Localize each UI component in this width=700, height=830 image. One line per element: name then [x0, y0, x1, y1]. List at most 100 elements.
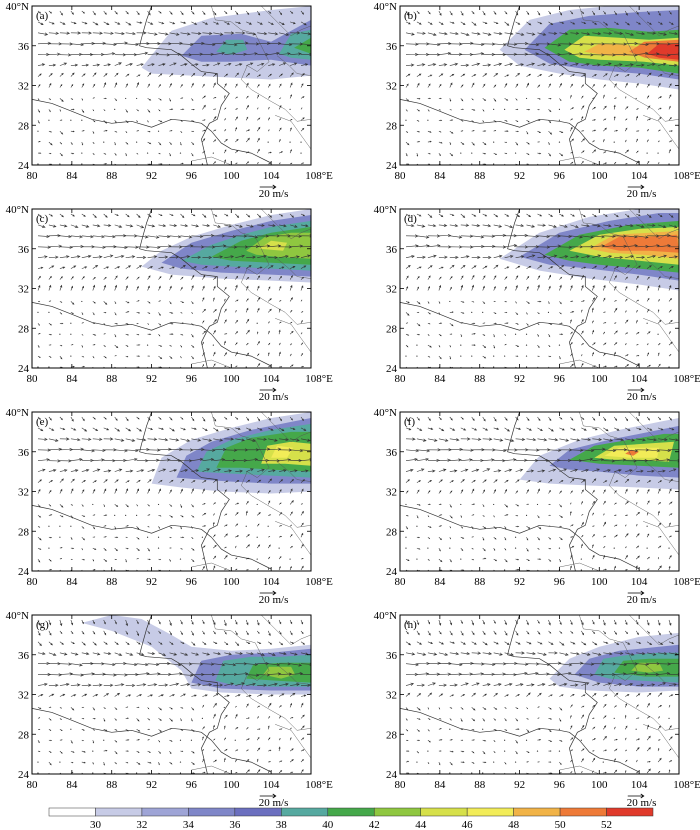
x-tick-label: 96	[186, 576, 198, 588]
x-tick-label: 80	[27, 576, 39, 588]
x-tick-label: 84	[434, 170, 446, 182]
x-tick-label: 104	[631, 576, 648, 588]
reference-vector-arrow	[259, 793, 277, 799]
wind-vectors	[37, 619, 311, 774]
panel-b: 80 84 88 92 96 100 104 108°E 40°N 36 32 28 24 (b) 20 m…	[374, 1, 700, 200]
province-line	[275, 521, 311, 556]
border-line	[139, 412, 230, 571]
panel-label: (g)	[36, 619, 49, 631]
x-tick-label: 104	[263, 373, 280, 385]
province-line	[559, 562, 602, 571]
y-tick-label: 36	[18, 244, 30, 256]
reference-vector-label: 20 m/s	[627, 391, 657, 403]
wind-vectors	[405, 10, 679, 165]
border-line	[400, 708, 640, 773]
x-tick-label: 104	[631, 779, 648, 791]
reference-vector-label: 20 m/s	[259, 797, 289, 809]
x-tick-label: 92	[146, 779, 157, 791]
x-tick-label: 80	[27, 170, 39, 182]
x-tick-label: 96	[554, 373, 566, 385]
reference-vector-label: 20 m/s	[627, 188, 657, 200]
x-tick-label: 80	[395, 779, 407, 791]
wind-vectors	[405, 416, 679, 571]
reference-vector-label: 20 m/s	[627, 594, 657, 606]
x-tick-label: 92	[514, 373, 525, 385]
province-line	[644, 664, 679, 685]
y-tick-label: 32	[386, 81, 397, 93]
colorbar-label: 44	[415, 819, 427, 830]
colorbar-label: 40	[322, 819, 334, 830]
y-tick-label: 32	[18, 81, 29, 93]
x-tick-label: 108°E	[305, 779, 333, 791]
wind-vectors	[405, 213, 679, 368]
colorbar-swatch	[95, 807, 143, 817]
province-line	[191, 562, 234, 571]
province-line	[275, 115, 311, 150]
border-line	[507, 412, 598, 571]
province-line	[559, 765, 602, 774]
province-line	[191, 359, 234, 368]
colorbar-swatch	[559, 807, 607, 817]
province-line	[276, 258, 311, 279]
x-tick-label: 92	[146, 373, 157, 385]
colorbar-swatch	[48, 807, 96, 817]
x-tick-label: 104	[263, 170, 280, 182]
x-tick-label: 80	[27, 373, 39, 385]
province-line	[643, 724, 679, 759]
reference-vector-arrow	[627, 387, 645, 393]
colorbar-label: 36	[229, 819, 241, 830]
colorbar-swatch	[327, 807, 375, 817]
wind-speed-contour	[294, 37, 311, 54]
panels: 80 84 88 92 96 100 104 108°E 40°N 36 32 28 24 (a) 20 m…	[6, 1, 700, 809]
wind-speed-contour	[279, 29, 311, 60]
province-line	[276, 664, 311, 685]
x-tick-label: 108°E	[305, 373, 333, 385]
y-tick-label: 40°N	[374, 1, 397, 13]
x-tick-label: 104	[263, 779, 280, 791]
province-line	[644, 258, 679, 279]
panel-a: 80 84 88 92 96 100 104 108°E 40°N 36 32 28 24 (a) 20 m…	[6, 1, 333, 200]
colorbar-swatch	[606, 807, 654, 817]
border-line	[139, 6, 230, 165]
x-tick-label: 88	[106, 779, 118, 791]
colorbar-label: 34	[183, 819, 195, 830]
y-tick-label: 36	[386, 41, 398, 53]
y-tick-label: 28	[18, 526, 30, 538]
colorbar-swatch	[234, 807, 282, 817]
colorbar-swatch	[188, 807, 236, 817]
colorbar-swatch	[281, 807, 329, 817]
x-tick-label: 88	[474, 170, 486, 182]
y-tick-label: 24	[18, 160, 30, 172]
border-line	[32, 302, 272, 367]
y-tick-label: 24	[18, 566, 30, 578]
y-tick-label: 24	[386, 769, 398, 781]
colorbar-label: 52	[601, 819, 612, 830]
panel-d: 80 84 88 92 96 100 104 108°E 40°N 36 32 28 24 (d) 20 m…	[374, 204, 700, 403]
x-tick-label: 88	[474, 373, 486, 385]
y-tick-label: 32	[18, 284, 29, 296]
border-line	[507, 615, 598, 774]
province-line	[579, 615, 679, 731]
x-tick-label: 92	[146, 170, 157, 182]
panel-label: (d)	[404, 213, 417, 225]
panel-label: (h)	[404, 619, 417, 631]
x-tick-label: 108°E	[305, 576, 333, 588]
y-tick-label: 28	[18, 120, 30, 132]
panel-label: (e)	[36, 416, 49, 428]
x-tick-label: 92	[514, 170, 525, 182]
y-tick-label: 24	[18, 363, 30, 375]
x-tick-label: 84	[434, 373, 446, 385]
x-tick-label: 108°E	[673, 576, 700, 588]
wind-speed-contour	[601, 234, 679, 253]
x-tick-label: 84	[66, 576, 78, 588]
panel-label: (c)	[36, 213, 49, 225]
y-tick-label: 40°N	[6, 1, 29, 13]
panel-label: (a)	[36, 10, 49, 22]
x-tick-label: 80	[395, 170, 407, 182]
y-tick-label: 28	[18, 323, 30, 335]
border-line	[139, 209, 230, 368]
colorbar-label: 50	[555, 819, 567, 830]
colorbar-label: 48	[508, 819, 520, 830]
x-tick-label: 104	[631, 170, 648, 182]
province-line	[629, 209, 679, 240]
